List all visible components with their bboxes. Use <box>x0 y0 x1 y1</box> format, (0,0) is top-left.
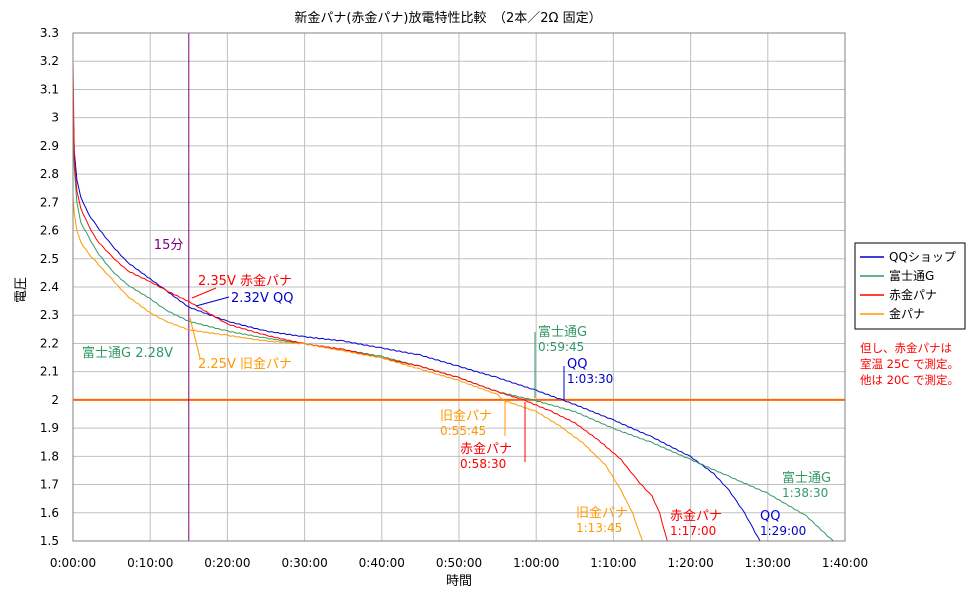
annotation-label: 旧金パナ <box>440 408 492 424</box>
note-line: 他は 20C で測定。 <box>860 373 959 387</box>
y-tick-label: 2.9 <box>40 139 59 153</box>
annotation-label: 2.32V QQ <box>231 291 293 306</box>
y-tick-label: 2.5 <box>40 252 59 266</box>
y-tick-label: 1.9 <box>40 421 59 435</box>
y-tick-label: 2.1 <box>40 365 59 379</box>
legend-entry: 赤金パナ <box>889 287 937 302</box>
x-axis-label: 時間 <box>446 574 472 589</box>
y-tick-label: 2.2 <box>40 336 59 350</box>
annotation-label: QQ <box>567 357 587 372</box>
x-tick-label: 0:40:00 <box>359 556 405 570</box>
x-tick-label: 1:30:00 <box>745 556 791 570</box>
x-tick-label: 0:00:00 <box>50 556 96 570</box>
reference-lines: 15分 <box>73 33 845 541</box>
annotation-label: 2.25V 旧金パナ <box>198 356 292 372</box>
legend-entry: QQショップ <box>889 250 956 264</box>
annotation-leader <box>191 287 217 299</box>
y-tick-label: 2 <box>51 393 59 407</box>
annotation-label: 1:03:30 <box>567 372 613 386</box>
series-line-0 <box>72 103 761 542</box>
y-tick-label: 1.5 <box>40 534 59 548</box>
series-lines <box>72 61 834 542</box>
chart-title: 新金パナ(赤金パナ)放電特性比較 （2本／2Ω 固定） <box>294 10 601 26</box>
annotation-label: 2.35V 赤金パナ <box>198 273 292 289</box>
y-tick-label: 3 <box>51 111 59 125</box>
annotation-label: 1:38:30 <box>782 486 828 500</box>
legend-entry: 富士通G <box>889 268 934 283</box>
annotation-leader <box>189 317 201 359</box>
y-axis-label: 電圧 <box>14 277 29 303</box>
plot-frame <box>72 32 846 542</box>
annotation-label: 富士通G 2.28V <box>82 345 173 361</box>
annotation-label: 赤金パナ <box>460 441 512 457</box>
x-tick-label: 1:10:00 <box>590 556 636 570</box>
x-tick-label: 1:00:00 <box>513 556 559 570</box>
annotation-leader <box>195 296 230 307</box>
x-tick-label: 0:30:00 <box>281 556 327 570</box>
x-tick-label: 1:20:00 <box>667 556 713 570</box>
x-tick-label: 0:20:00 <box>204 556 250 570</box>
annotation-label: 富士通G <box>538 324 587 340</box>
annotation-label: 0:59:45 <box>538 340 584 354</box>
y-axis-ticks: 1.5 1.6 1.7 1.8 1.9 2 2.1 2.2 2.3 2.4 2.5 2.6 2.7 2.8… <box>40 26 59 548</box>
annotation-label: 0:58:30 <box>460 457 506 471</box>
annotation-label: 富士通G <box>782 470 831 486</box>
series-line-3 <box>72 196 643 542</box>
annotation-label: 0:55:45 <box>440 424 486 438</box>
y-tick-label: 3.1 <box>40 82 59 96</box>
fifteen-minute-label: 15分 <box>154 238 184 253</box>
y-tick-label: 1.8 <box>40 449 59 463</box>
x-axis-ticks: 0:00:00 0:10:00 0:20:00 0:30:00 0:40:00 0:50:… <box>50 556 868 570</box>
annotation-label: 1:13:45 <box>576 521 622 535</box>
y-tick-label: 2.3 <box>40 308 59 322</box>
annotation-label: 赤金パナ <box>670 508 722 524</box>
y-tick-label: 3.3 <box>40 26 59 40</box>
annotation-label: 1:17:00 <box>670 524 716 538</box>
x-tick-label: 0:10:00 <box>127 556 173 570</box>
y-tick-label: 2.8 <box>40 167 59 181</box>
x-tick-label: 1:40:00 <box>822 556 868 570</box>
legend-entry: 金パナ <box>889 306 925 321</box>
y-tick-label: 1.6 <box>40 506 59 520</box>
annotation-label: QQ <box>760 509 780 524</box>
y-tick-label: 2.4 <box>40 280 59 294</box>
annotation-label: 旧金パナ <box>576 505 628 521</box>
y-tick-label: 2.7 <box>40 195 59 209</box>
x-tick-label: 0:50:00 <box>436 556 482 570</box>
y-tick-label: 2.6 <box>40 224 59 238</box>
y-tick-label: 3.2 <box>40 54 59 68</box>
note-line: 室温 25C で測定。 <box>860 357 959 371</box>
y-tick-label: 1.7 <box>40 478 59 492</box>
note-line: 但し、赤金パナは <box>860 341 952 355</box>
annotation-label: 1:29:00 <box>760 524 806 538</box>
